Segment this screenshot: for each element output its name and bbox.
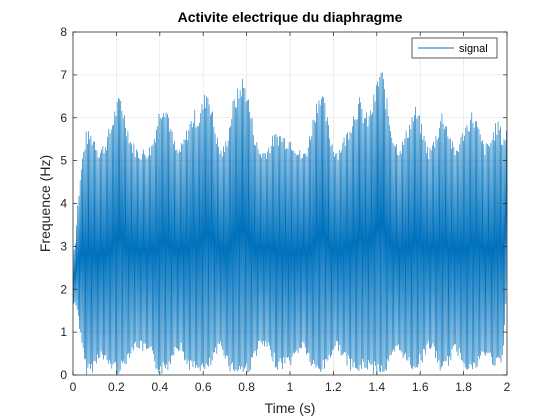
x-tick-label: 1.6	[412, 380, 429, 394]
plot-area	[73, 72, 507, 375]
y-tick-label: 6	[60, 111, 67, 125]
y-tick-label: 4	[60, 197, 67, 211]
y-tick-label: 8	[60, 25, 67, 39]
legend-box	[411, 37, 498, 59]
x-tick-label: 0.6	[195, 380, 212, 394]
x-tick-label: 1.4	[368, 380, 385, 394]
y-tick-label: 5	[60, 154, 67, 168]
x-tick-label: 1.2	[325, 380, 342, 394]
chart-title: Activite electrique du diaphragme	[178, 9, 403, 25]
x-tick-label: 0	[70, 380, 77, 394]
x-tick-label: 0.2	[108, 380, 125, 394]
y-tick-label: 3	[60, 239, 67, 253]
y-axis-label: Frequence (Hz)	[37, 155, 53, 252]
legend-label-signal: signal	[459, 43, 488, 55]
y-tick-label: 2	[60, 282, 67, 296]
y-tick-label: 7	[60, 68, 67, 82]
y-tick-labels: 0 1 2 3 4 5 6 7 8	[60, 25, 67, 382]
series-line-signal	[73, 72, 507, 375]
x-tick-label: 1.8	[455, 380, 472, 394]
legend: signal	[411, 37, 498, 59]
x-tick-label: 1	[287, 380, 294, 394]
x-tick-labels: 0 0.2 0.4 0.6 0.8 1 1.2 1.4 1.6 1.8 2	[70, 380, 511, 394]
x-tick-label: 2	[504, 380, 511, 394]
x-axis-label: Time (s)	[265, 400, 316, 416]
tick-marks	[72, 31, 508, 376]
y-tick-label: 1	[60, 325, 67, 339]
x-tick-label: 0.8	[238, 380, 255, 394]
y-tick-label: 0	[60, 368, 67, 382]
x-tick-label: 0.4	[151, 380, 168, 394]
